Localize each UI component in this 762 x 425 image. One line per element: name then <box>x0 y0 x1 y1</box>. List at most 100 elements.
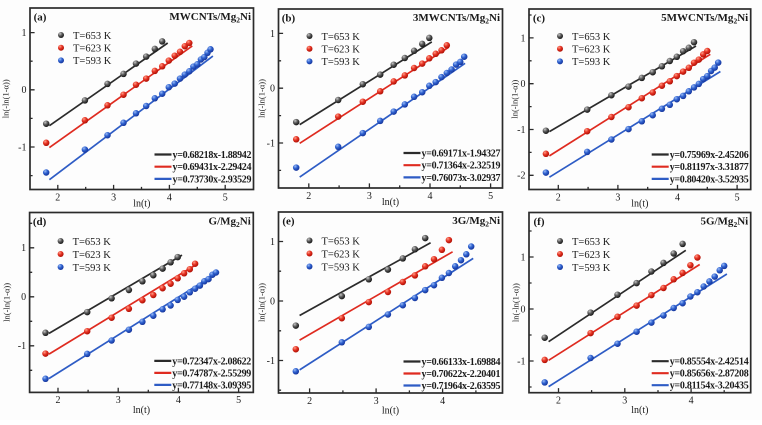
svg-text:T=623 K: T=623 K <box>322 249 361 260</box>
svg-text:2: 2 <box>556 396 561 407</box>
svg-text:ln(t): ln(t) <box>631 199 648 210</box>
svg-text:T=623 K: T=623 K <box>73 44 112 55</box>
svg-text:-1: -1 <box>18 142 26 153</box>
svg-text:4: 4 <box>689 396 694 407</box>
svg-text:T=593 K: T=593 K <box>73 56 112 67</box>
svg-text:3G/Mg2​Ni: 3G/Mg2​Ni <box>452 215 500 229</box>
svg-text:y=0.69171x-1.94327: y=0.69171x-1.94327 <box>422 149 501 160</box>
svg-text:4: 4 <box>176 395 181 406</box>
svg-text:ln(-ln(1-α)): ln(-ln(1-α)) <box>1 79 11 118</box>
svg-text:T=593 K: T=593 K <box>322 262 361 273</box>
svg-text:y=0.85656x-2.87208: y=0.85656x-2.87208 <box>670 369 749 380</box>
svg-text:1: 1 <box>270 29 275 40</box>
svg-text:3: 3 <box>116 395 121 406</box>
svg-text:5: 5 <box>488 191 493 202</box>
svg-text:1: 1 <box>521 33 526 44</box>
svg-text:ln(t): ln(t) <box>631 405 648 416</box>
svg-text:T=653 K: T=653 K <box>572 32 611 43</box>
svg-text:ln(-ln(1-α)): ln(-ln(1-α)) <box>511 283 521 322</box>
svg-text:0: 0 <box>21 292 26 303</box>
svg-text:(d): (d) <box>33 216 47 228</box>
svg-text:5: 5 <box>735 192 740 203</box>
svg-text:y=0.76073x-3.02937: y=0.76073x-3.02937 <box>422 173 501 184</box>
svg-text:y=0.75969x-2.45206: y=0.75969x-2.45206 <box>670 150 749 161</box>
svg-text:T=623 K: T=623 K <box>572 250 611 261</box>
svg-text:T=623 K: T=623 K <box>322 45 361 56</box>
svg-text:y=0.68218x-1.88942: y=0.68218x-1.88942 <box>173 150 252 161</box>
svg-text:-2: -2 <box>517 171 525 182</box>
svg-text:3: 3 <box>622 396 627 407</box>
svg-text:3: 3 <box>367 191 372 202</box>
svg-text:0: 0 <box>270 84 275 95</box>
svg-text:-1: -1 <box>517 125 525 136</box>
svg-text:3: 3 <box>374 396 379 407</box>
svg-text:-1: -1 <box>18 341 26 352</box>
svg-text:T=593 K: T=593 K <box>572 57 611 68</box>
svg-text:4: 4 <box>675 192 680 203</box>
svg-text:y=0.66133x-1.69884: y=0.66133x-1.69884 <box>422 357 501 368</box>
svg-text:ln(t): ln(t) <box>133 199 150 210</box>
svg-text:5G/Mg2​Ni: 5G/Mg2​Ni <box>700 216 748 230</box>
svg-text:-1: -1 <box>517 356 525 367</box>
svg-text:ln(t): ln(t) <box>133 405 150 416</box>
svg-text:y=0.71364x-2.32519: y=0.71364x-2.32519 <box>422 161 501 172</box>
svg-text:y=0.81154x-3.20435: y=0.81154x-3.20435 <box>670 381 749 392</box>
svg-text:T=623 K: T=623 K <box>73 250 112 261</box>
svg-text:y=0.74787x-2.55299: y=0.74787x-2.55299 <box>172 368 251 379</box>
svg-text:y=0.80420x-3.52935: y=0.80420x-3.52935 <box>670 174 749 185</box>
svg-text:2: 2 <box>56 395 61 406</box>
svg-text:y=0.73730x-2.93529: y=0.73730x-2.93529 <box>173 174 252 185</box>
svg-text:0: 0 <box>22 85 27 96</box>
svg-text:MWCNTs/Mg2​Ni: MWCNTs/Mg2​Ni <box>169 11 251 25</box>
svg-text:2: 2 <box>556 192 561 203</box>
svg-text:1: 1 <box>21 243 26 254</box>
svg-text:5: 5 <box>223 192 228 203</box>
svg-text:T=623 K: T=623 K <box>572 45 611 56</box>
svg-text:2: 2 <box>307 396 312 407</box>
svg-text:y=0.81197x-3.31877: y=0.81197x-3.31877 <box>670 162 749 173</box>
svg-text:1: 1 <box>22 28 27 39</box>
svg-text:(f): (f) <box>534 216 545 228</box>
svg-text:T=653 K: T=653 K <box>73 237 112 248</box>
svg-text:G/Mg2​Ni: G/Mg2​Ni <box>209 216 251 230</box>
svg-text:T=593 K: T=593 K <box>572 263 611 274</box>
svg-text:0: 0 <box>270 296 275 307</box>
svg-text:y=0.77148x-3.09395: y=0.77148x-3.09395 <box>172 380 251 391</box>
svg-text:(b): (b) <box>282 13 296 25</box>
svg-text:y=0.72347x-2.08622: y=0.72347x-2.08622 <box>172 356 251 367</box>
svg-text:3MWCNTs/Mg2​Ni: 3MWCNTs/Mg2​Ni <box>413 12 500 26</box>
svg-text:3: 3 <box>615 192 620 203</box>
svg-text:T=653 K: T=653 K <box>322 32 361 43</box>
svg-text:T=653 K: T=653 K <box>73 31 112 42</box>
svg-text:2: 2 <box>55 192 60 203</box>
svg-text:4: 4 <box>440 396 445 407</box>
svg-text:ln(-ln(1-α)): ln(-ln(1-α)) <box>2 283 12 322</box>
svg-text:ln(t): ln(t) <box>382 406 399 417</box>
svg-text:y=0.69431x-2.29424: y=0.69431x-2.29424 <box>173 162 252 173</box>
svg-text:y=0.71964x-2.63595: y=0.71964x-2.63595 <box>422 381 501 392</box>
svg-text:T=653 K: T=653 K <box>572 237 611 248</box>
svg-text:5MWCNTs/Mg2​Ni: 5MWCNTs/Mg2​Ni <box>661 12 748 26</box>
svg-text:1: 1 <box>521 252 526 263</box>
svg-text:ln(t): ln(t) <box>382 197 399 208</box>
svg-text:y=0.70622x-2.20401: y=0.70622x-2.20401 <box>422 369 501 380</box>
svg-text:2: 2 <box>306 191 311 202</box>
svg-text:T=653 K: T=653 K <box>322 236 361 247</box>
svg-text:4: 4 <box>167 192 172 203</box>
svg-text:ln(-ln(1-α)): ln(-ln(1-α)) <box>257 283 267 322</box>
svg-text:-1: -1 <box>267 356 275 367</box>
svg-text:T=593 K: T=593 K <box>322 57 361 68</box>
svg-text:-1: -1 <box>267 138 275 149</box>
svg-text:ln(-ln(1-α)): ln(-ln(1-α)) <box>510 80 520 119</box>
svg-text:y=0.85554x-2.42514: y=0.85554x-2.42514 <box>670 357 749 368</box>
svg-text:(e): (e) <box>282 216 295 228</box>
svg-text:(c): (c) <box>533 13 546 25</box>
svg-text:ln(-ln(1-α)): ln(-ln(1-α)) <box>257 79 267 118</box>
svg-text:3: 3 <box>111 192 116 203</box>
svg-text:T=593 K: T=593 K <box>73 263 112 274</box>
svg-text:0: 0 <box>521 304 526 315</box>
svg-text:1: 1 <box>270 237 275 248</box>
svg-text:(a): (a) <box>34 12 47 24</box>
svg-text:4: 4 <box>428 191 433 202</box>
svg-text:5: 5 <box>236 395 241 406</box>
